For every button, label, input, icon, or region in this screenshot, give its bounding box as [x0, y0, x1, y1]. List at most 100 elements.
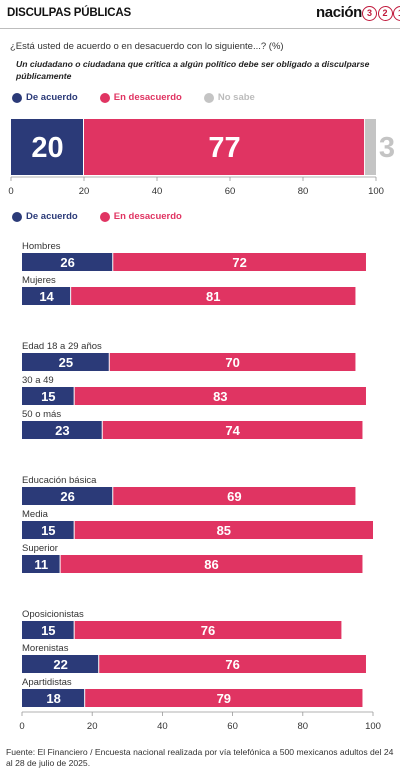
- bar-acuerdo: [22, 521, 74, 539]
- data-label: 22: [53, 657, 67, 672]
- legend-bottom: De acuerdo En desacuerdo: [12, 211, 204, 222]
- data-label: 77: [208, 132, 240, 164]
- tick-label: 60: [227, 721, 238, 732]
- bar-desacuerdo: [113, 253, 366, 271]
- bar-desacuerdo: [113, 487, 356, 505]
- row-label: Edad 18 a 29 años: [22, 341, 102, 352]
- bar-acuerdo: [22, 287, 71, 305]
- tick-label: 0: [8, 186, 13, 197]
- tick-label: 40: [152, 186, 163, 197]
- data-label: 15: [41, 623, 55, 638]
- legend-swatch: [99, 92, 110, 103]
- legend-top: De acuerdo En desacuerdo No sabe: [12, 92, 277, 103]
- bar-acuerdo: [22, 689, 85, 707]
- row-label: Oposicionistas: [22, 609, 84, 620]
- tick-label: 20: [87, 721, 98, 732]
- data-label: 70: [225, 355, 239, 370]
- tick-label: 60: [225, 186, 236, 197]
- row-label: Mujeres: [22, 275, 56, 286]
- data-label: 26: [60, 255, 74, 270]
- data-label: 74: [225, 423, 240, 438]
- bar-acuerdo: [22, 421, 102, 439]
- bar-desacuerdo: [102, 421, 363, 439]
- row-label: Apartidistas: [22, 677, 72, 688]
- legend-item: En desacuerdo: [99, 211, 182, 222]
- bar-desacuerdo: [74, 387, 366, 405]
- bar-desacuerdo: [60, 555, 363, 573]
- brand-digit: 2: [377, 6, 393, 21]
- legend-swatch: [12, 211, 22, 222]
- data-label: 14: [39, 289, 54, 304]
- data-label: 15: [41, 523, 55, 538]
- tick-label: 40: [157, 721, 168, 732]
- tick-label: 80: [298, 186, 309, 197]
- row-label: Media: [22, 509, 49, 520]
- data-label: 85: [217, 523, 231, 538]
- data-label: 72: [232, 255, 246, 270]
- header: DISCULPAS PÚBLICAS nación 3 2 1: [0, 0, 400, 28]
- data-label: 11: [34, 557, 48, 572]
- statement-text: Un ciudadano o ciudadana que critica a a…: [16, 59, 370, 81]
- bar-desacuerdo: [99, 655, 366, 673]
- data-label: 86: [204, 557, 218, 572]
- bar-desacuerdo: [74, 621, 342, 639]
- row-label: Superior: [22, 543, 58, 554]
- bar-desacuerdo: [74, 521, 374, 539]
- bar-acuerdo: [22, 655, 99, 673]
- brand-word: nación: [316, 4, 362, 21]
- bar-acuerdo: [22, 353, 109, 371]
- legend-swatch: [203, 92, 214, 103]
- legend-item: De acuerdo: [12, 92, 78, 103]
- legend-item: De acuerdo: [12, 211, 78, 222]
- legend-label: En desacuerdo: [113, 92, 182, 103]
- legend-label: De acuerdo: [26, 92, 78, 103]
- question-text: ¿Está usted de acuerdo o en desacuerdo c…: [10, 41, 284, 52]
- bar-desacuerdo: [71, 287, 356, 305]
- data-label: 15: [41, 389, 55, 404]
- row-label: Morenistas: [22, 643, 69, 654]
- bar-acuerdo: [22, 555, 60, 573]
- bar-acuerdo: [22, 487, 113, 505]
- data-label: 23: [55, 423, 69, 438]
- legend-label: No sabe: [217, 92, 255, 103]
- bar-desacuerdo: [109, 353, 356, 371]
- tick-label: 80: [298, 721, 309, 732]
- data-label: 18: [46, 691, 60, 706]
- legend-label: En desacuerdo: [113, 211, 182, 222]
- data-label: 76: [225, 657, 239, 672]
- tick-label: 100: [365, 721, 381, 732]
- bar-acuerdo: [22, 253, 113, 271]
- row-label: 50 o más: [22, 409, 61, 420]
- brand-digit: 1: [393, 6, 400, 21]
- total-chart: 20 77 3 0 20 40 60 80 100: [8, 119, 395, 197]
- row-label: Hombres: [22, 241, 61, 252]
- brand-digit: 3: [362, 6, 377, 21]
- legend-label: De acuerdo: [26, 211, 78, 222]
- data-label: 26: [60, 489, 74, 504]
- header-divider: [0, 28, 400, 29]
- legend-item: En desacuerdo: [99, 92, 182, 103]
- data-label: 81: [206, 289, 220, 304]
- page-title: DISCULPAS PÚBLICAS: [7, 7, 131, 19]
- data-label: 69: [227, 489, 241, 504]
- source-note: Fuente: El Financiero / Encuesta naciona…: [6, 747, 394, 768]
- bar-segment: [365, 119, 376, 175]
- data-label: 3: [379, 132, 395, 164]
- row-label: Educación básica: [22, 475, 97, 486]
- bar-acuerdo: [22, 621, 74, 639]
- bar-segment: [84, 119, 365, 175]
- row-label: 30 a 49: [22, 375, 54, 386]
- tick-label: 0: [19, 721, 24, 732]
- data-label: 79: [217, 691, 231, 706]
- tick-label: 20: [79, 186, 90, 197]
- legend-item: No sabe: [203, 92, 255, 103]
- bar-segment: [11, 119, 83, 175]
- tick-label: 100: [368, 186, 384, 197]
- segment-chart: Hombres 26 72 Mujeres 14 81 Edad 18 a 29 años 2…: [19, 241, 381, 732]
- bar-desacuerdo: [85, 689, 363, 707]
- data-label: 76: [201, 623, 215, 638]
- data-label: 83: [213, 389, 227, 404]
- brand-digits: 3 2 1: [362, 6, 400, 21]
- legend-swatch: [99, 211, 110, 222]
- data-label: 25: [59, 355, 73, 370]
